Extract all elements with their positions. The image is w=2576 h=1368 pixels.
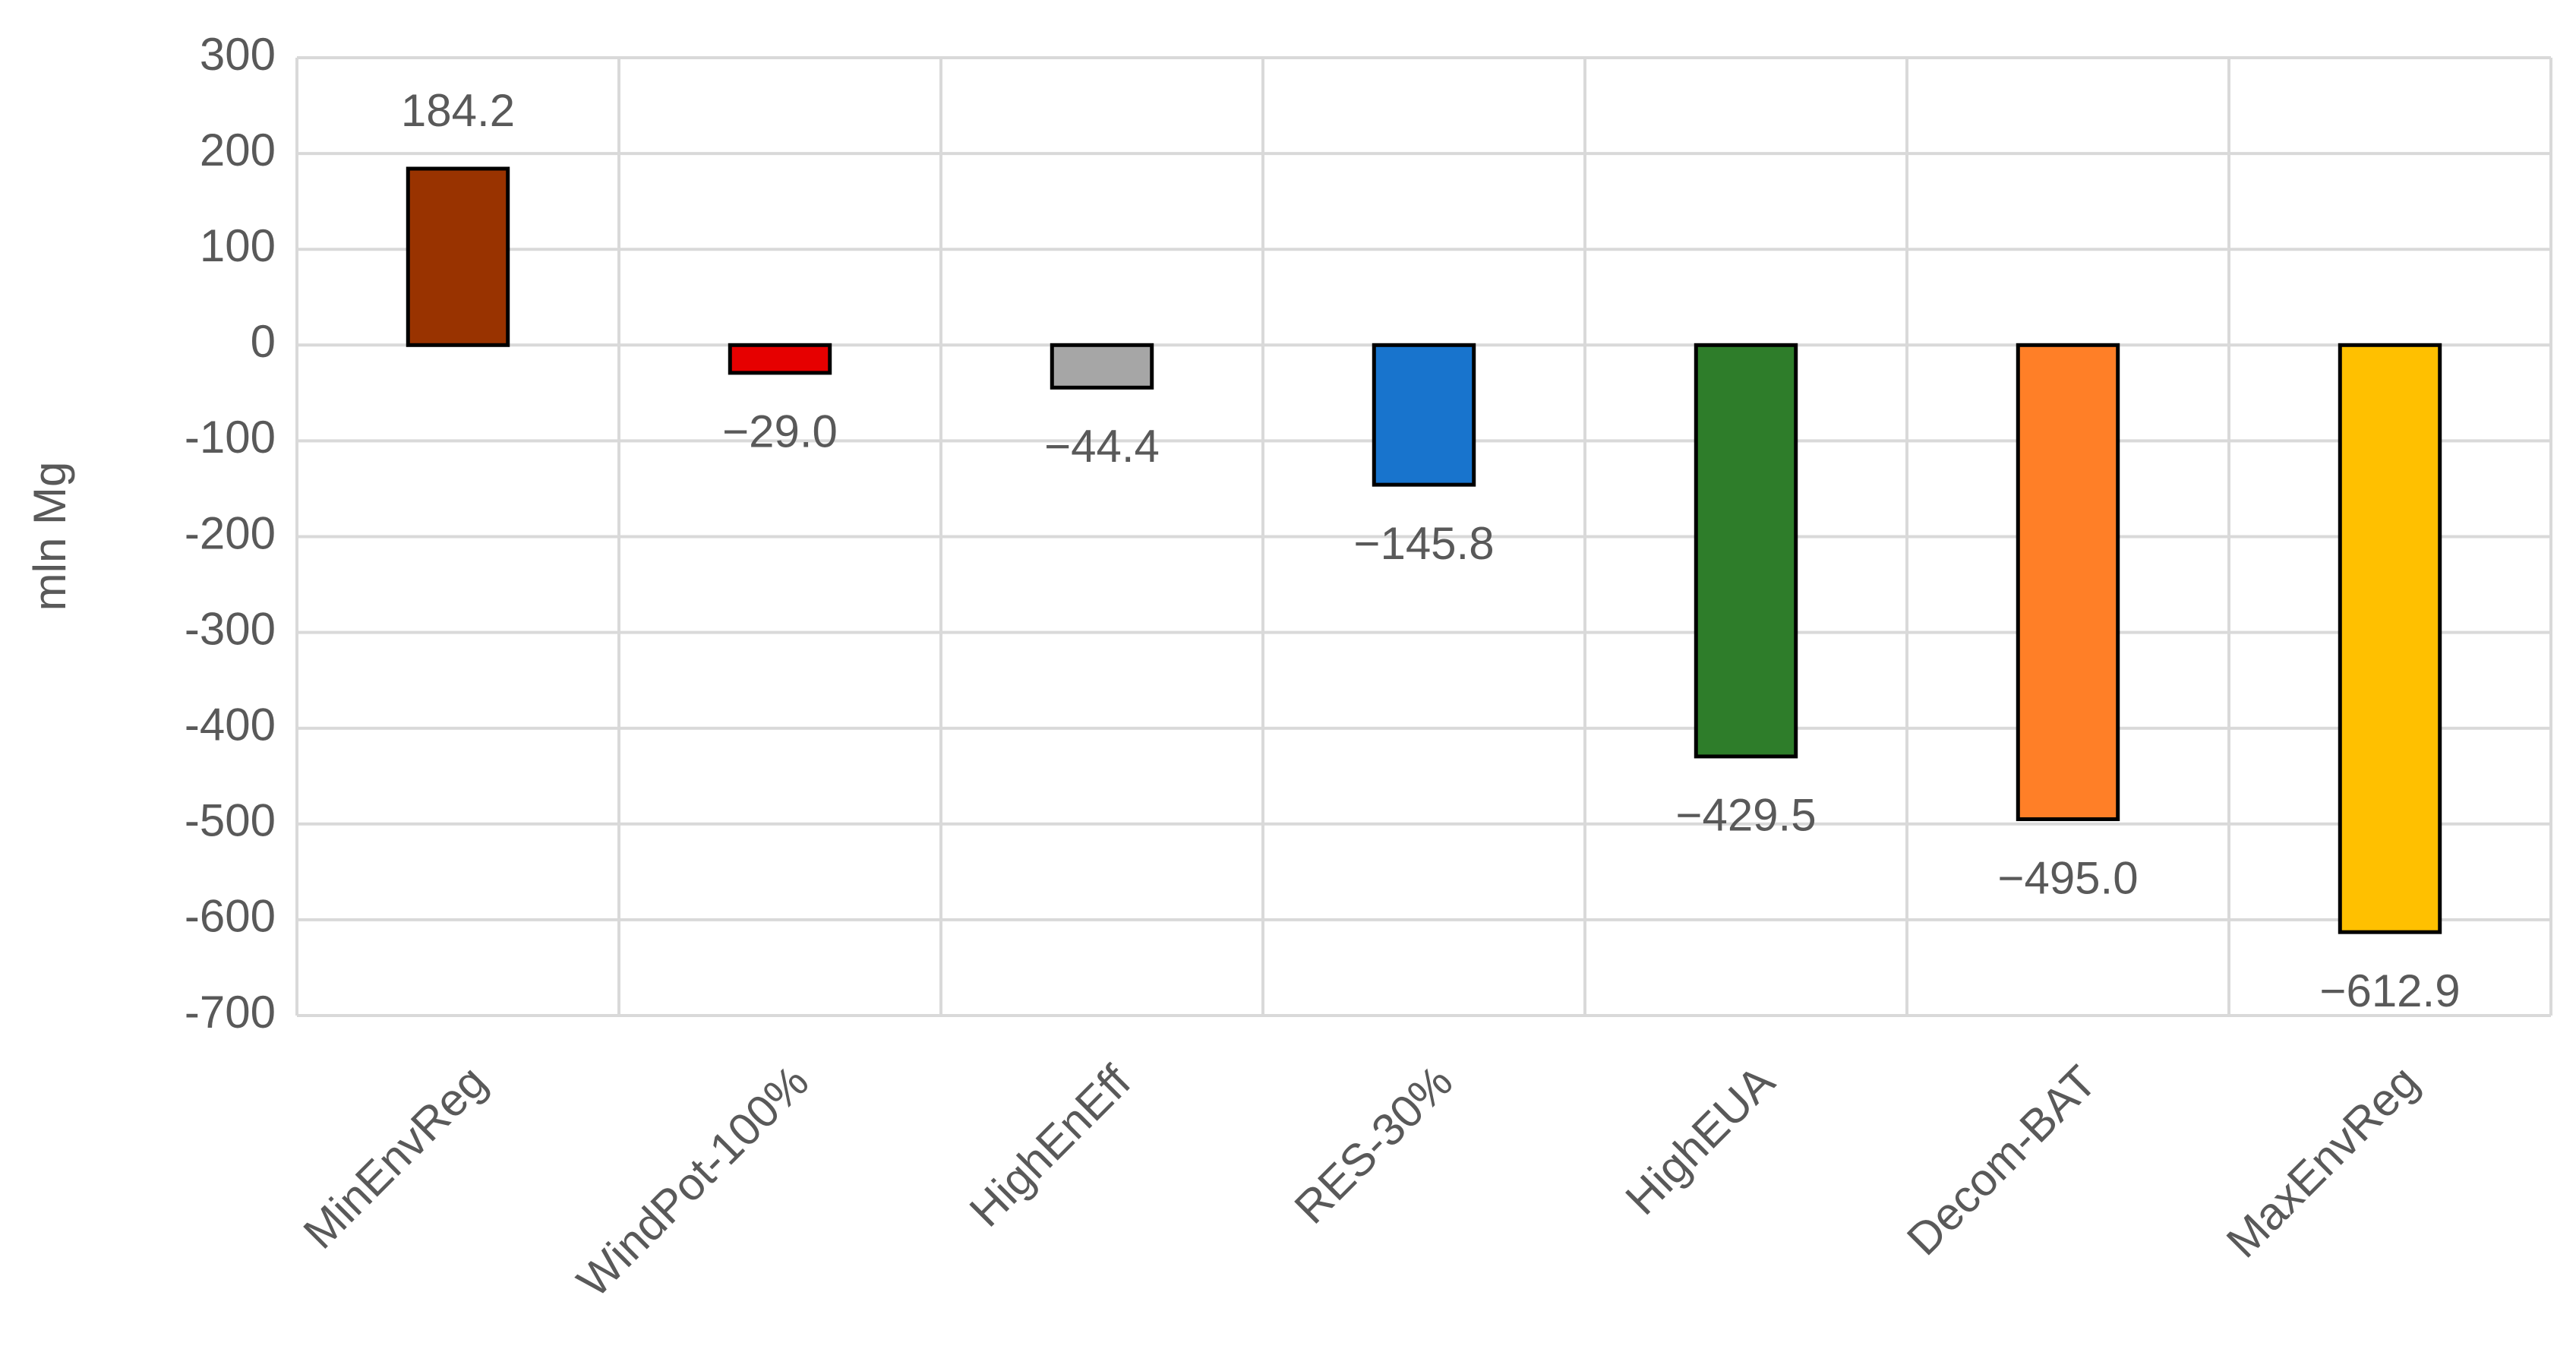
data-label: −495.0 [1997,852,2138,903]
y-tick-label: -700 [185,987,276,1038]
y-tick-label: -500 [185,795,276,846]
x-tick-label: WindPot-100% [567,1056,818,1306]
bar [728,343,832,375]
y-tick-label: -600 [185,891,276,942]
bar [1694,343,1798,759]
bar [406,166,510,347]
data-label: −29.0 [722,406,838,457]
bar [2338,343,2442,934]
bar [1050,343,1154,390]
data-label: −612.9 [2319,965,2460,1016]
y-tick-label: -400 [185,700,276,750]
y-tick-label: 100 [200,220,276,271]
y-tick-label: -100 [185,412,276,463]
y-tick-label: -300 [185,603,276,654]
y-tick-label: -200 [185,507,276,558]
bar [2016,343,2120,821]
x-tick-label: MinEnvReg [294,1056,497,1259]
data-label: 184.2 [401,85,515,136]
y-tick-label: 0 [251,316,276,367]
x-tick-label: RES-30% [1285,1056,1463,1234]
x-tick-label: HighEnEff [960,1056,1141,1237]
data-label: −429.5 [1675,790,1816,841]
data-label: −44.4 [1044,421,1160,472]
x-tick-label: HighEUA [1616,1056,1785,1224]
x-tick-label: MaxEnvReg [2217,1056,2428,1267]
y-axis-label: mln Mg [24,462,75,611]
x-tick-label: Decom-BAT [1897,1056,2106,1265]
bar [1372,343,1476,487]
y-tick-label: 300 [200,29,276,80]
y-tick-label: 200 [200,125,276,175]
data-label: −145.8 [1353,518,1494,569]
